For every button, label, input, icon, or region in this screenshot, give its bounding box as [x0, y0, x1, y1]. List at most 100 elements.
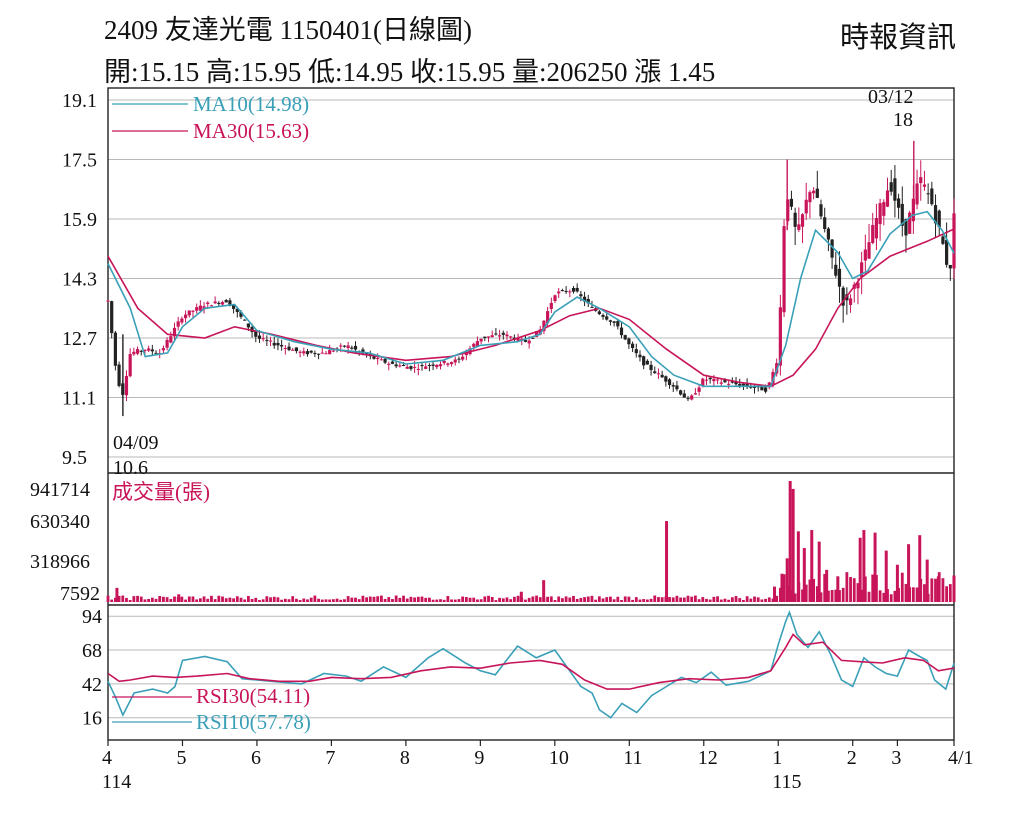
- volume-bar: [121, 595, 125, 602]
- candle-body: [719, 382, 723, 384]
- candle-body: [627, 338, 631, 345]
- rsi10-line: [107, 610, 955, 719]
- legend-rsi30: RSI30(54.11): [196, 684, 310, 708]
- volume-bar: [346, 596, 350, 602]
- volume-bar: [379, 595, 383, 602]
- candle-body: [346, 345, 350, 349]
- candle-body: [823, 217, 827, 230]
- candle-body: [634, 349, 638, 354]
- candle-body: [704, 379, 709, 381]
- volume-bar: [180, 596, 184, 602]
- price-tick-label: 15.9: [62, 209, 97, 231]
- candle-body: [863, 249, 867, 261]
- volume-bar: [852, 578, 856, 602]
- candle-body: [106, 300, 110, 302]
- volume-bar: [306, 599, 309, 602]
- candle-body: [457, 358, 461, 360]
- volume-bar: [810, 530, 814, 602]
- candle-body: [782, 226, 786, 313]
- volume-bar: [202, 596, 206, 602]
- volume-bar: [487, 595, 490, 602]
- volume-bar: [802, 548, 806, 602]
- volume-bar: [645, 599, 649, 602]
- candle-body: [671, 385, 675, 387]
- candle-body: [712, 378, 716, 382]
- volume-bar: [298, 599, 302, 602]
- volume-bar: [339, 599, 343, 602]
- candle-body: [896, 198, 901, 208]
- x-tick-label: 8: [400, 747, 410, 769]
- volume-bar: [228, 597, 232, 602]
- candle-body: [228, 300, 232, 306]
- candle-body: [841, 287, 845, 306]
- volume-bar: [719, 599, 723, 602]
- candle-body: [911, 198, 915, 222]
- volume-bar: [782, 574, 786, 602]
- volume-bar: [549, 596, 553, 602]
- candle-body: [826, 228, 830, 240]
- volume-bar: [882, 592, 886, 602]
- volume-bar: [697, 599, 701, 602]
- candle-body: [922, 184, 927, 187]
- price-panel: 19.1 17.5 15.9 14.3 12.7 11.1 9.5 MA10(14.98) MA…: [62, 86, 956, 479]
- candle-body: [339, 345, 343, 347]
- volume-bar: [594, 599, 598, 602]
- candle-body: [165, 339, 169, 348]
- candle-body: [612, 321, 616, 323]
- volume-bar: [531, 596, 535, 602]
- volume-bar: [224, 598, 228, 602]
- candle-body: [645, 360, 649, 365]
- source-label: 時報資訊: [839, 22, 956, 54]
- x-tick-label: 4/1: [948, 747, 974, 769]
- volume-bar: [889, 594, 893, 602]
- volume-bar: [276, 597, 280, 602]
- candle-body: [224, 300, 228, 303]
- volume-bar: [235, 596, 239, 602]
- candle-body: [272, 342, 276, 346]
- candle-body: [342, 345, 347, 347]
- x-tick-label: 12: [698, 747, 718, 769]
- volume-bar: [660, 597, 664, 602]
- volume-bar: [830, 590, 834, 602]
- volume-bar: [778, 587, 782, 602]
- candle-body: [316, 353, 321, 355]
- candle-body: [243, 319, 247, 321]
- candle-body: [882, 202, 886, 216]
- volume-bar: [708, 599, 712, 602]
- volume-bar: [749, 598, 753, 602]
- volume-bar: [675, 595, 679, 602]
- candle-body: [745, 383, 749, 387]
- candle-body: [804, 199, 808, 214]
- volume-bar: [221, 596, 224, 602]
- candle-body: [738, 383, 742, 387]
- candle-body: [180, 318, 184, 323]
- volume-bar: [900, 572, 904, 602]
- candle-body: [582, 296, 587, 302]
- volume-bar: [387, 597, 391, 602]
- candle-body: [830, 239, 834, 258]
- candle-body: [848, 298, 853, 305]
- candle-body: [268, 340, 273, 342]
- x-tick-label: 10: [549, 747, 569, 769]
- candle-body: [619, 327, 624, 336]
- candle-body: [232, 304, 236, 309]
- volume-bar: [701, 597, 705, 602]
- volume-bar: [815, 586, 819, 602]
- volume-bar: [509, 599, 513, 602]
- volume-bar: [895, 564, 899, 602]
- volume-bar: [258, 600, 261, 602]
- rsi-panel: 94 68 42 16 RSI30(54.11)RSI10(57.78): [82, 606, 955, 734]
- candle-body: [837, 268, 842, 287]
- rsi-tick-label: 16: [82, 708, 102, 730]
- volume-bar: [572, 595, 575, 602]
- volume-bar: [568, 597, 572, 602]
- volume-bar: [287, 599, 291, 602]
- candle-body: [571, 287, 576, 292]
- volume-bar: [727, 599, 731, 602]
- candle-body: [413, 366, 417, 368]
- volume-bar: [671, 597, 675, 602]
- candle-body: [546, 311, 550, 324]
- volume-bar: [128, 599, 132, 602]
- candle-body: [649, 364, 653, 371]
- candle-body: [220, 302, 225, 305]
